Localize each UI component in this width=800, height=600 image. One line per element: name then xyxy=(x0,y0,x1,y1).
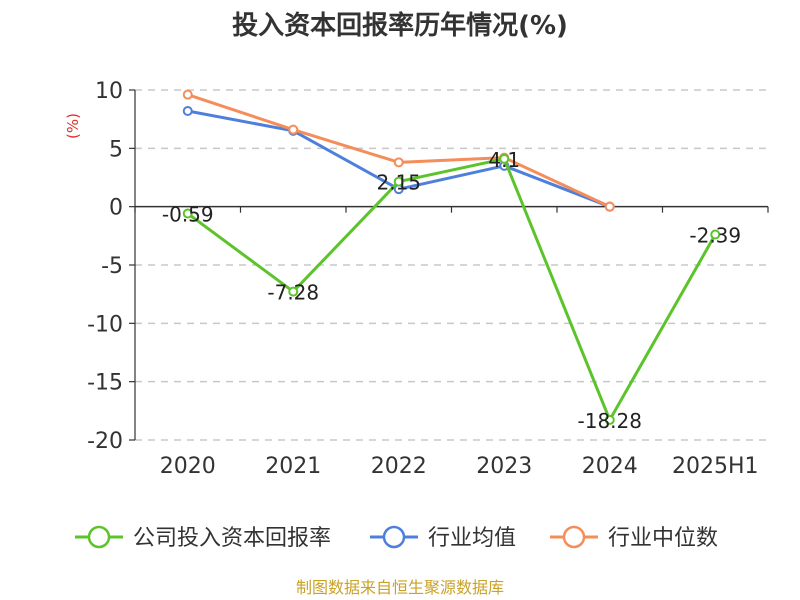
y-tick-label-5: -15 xyxy=(87,371,123,396)
series-1-point-2020 xyxy=(182,106,193,116)
data-label-2020: -0.59 xyxy=(162,203,214,227)
x-ticks: 2020 2021 2022 2023 2024 2025H1 xyxy=(134,206,769,479)
series-layer xyxy=(182,89,721,425)
legend: 公司投入资本回报率 行业均值 行业中位数 xyxy=(75,525,718,551)
y-tick-label-2: 0 xyxy=(109,196,123,221)
y-tick-label-4: -10 xyxy=(87,312,123,337)
data-label-2021: -7.28 xyxy=(267,281,319,305)
source-note: 制图数据来自恒生聚源数据库 xyxy=(296,578,504,597)
legend-label-1: 行业均值 xyxy=(428,526,516,551)
y-axis-label: (%) xyxy=(64,113,82,139)
data-label-2022: 2.15 xyxy=(376,171,421,195)
legend-marker-1 xyxy=(382,525,406,549)
legend-marker-0 xyxy=(87,525,111,549)
x-tick-label-2022: 2022 xyxy=(371,454,427,479)
x-tick-label-2021: 2021 xyxy=(265,454,321,479)
data-label-2024: -18.28 xyxy=(578,409,642,433)
series-2-point-2020 xyxy=(182,89,193,100)
x-tick-label-2023: 2023 xyxy=(476,454,532,479)
series-0-point-2025H1 xyxy=(710,229,721,240)
y-ticks: 10 5 0 -5 -10 -15 -20 xyxy=(87,79,135,454)
data-label-2025H1: -2.39 xyxy=(689,224,741,248)
series-0-point-2021 xyxy=(288,286,299,297)
legend-marker-2 xyxy=(562,525,586,549)
series-2-point-2024 xyxy=(604,201,615,212)
x-tick-label-2025H1: 2025H1 xyxy=(672,454,759,479)
series-0-point-2023 xyxy=(499,153,510,164)
series-0-point-2024 xyxy=(604,414,615,425)
series-0-point-2020 xyxy=(182,208,193,219)
series-2-point-2021 xyxy=(288,124,299,135)
y-tick-label-0: 10 xyxy=(95,79,123,104)
series-0-point-2022 xyxy=(393,176,404,187)
y-tick-label-1: 5 xyxy=(109,137,123,162)
data-labels: -0.59 -7.28 2.15 4.1 -18.28 -2.39 xyxy=(162,148,741,433)
series-line-0 xyxy=(186,157,717,422)
legend-label-0: 公司投入资本回报率 xyxy=(133,526,331,551)
grid xyxy=(135,89,768,441)
legend-label-2: 行业中位数 xyxy=(608,526,718,551)
x-tick-label-2020: 2020 xyxy=(160,454,216,479)
y-tick-label-3: -5 xyxy=(101,254,123,279)
chart-title: 投入资本回报率历年情况(%) xyxy=(232,10,568,41)
x-tick-label-2024: 2024 xyxy=(582,454,638,479)
y-tick-label-6: -20 xyxy=(87,429,123,454)
series-2-point-2022 xyxy=(393,157,404,168)
data-label-2023: 4.1 xyxy=(488,148,520,172)
